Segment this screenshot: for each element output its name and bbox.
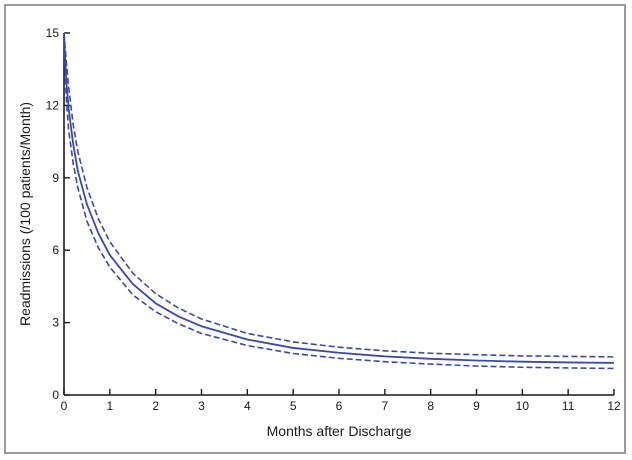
series-line-ci-1 bbox=[63, 32, 615, 358]
x-axis-title: Months after Discharge bbox=[267, 423, 412, 439]
y-ticks: 0 3 6 9 12 15 bbox=[46, 26, 70, 402]
x-tick-label: 10 bbox=[516, 399, 530, 413]
x-tick-label: 0 bbox=[61, 399, 68, 413]
series-layer bbox=[63, 32, 615, 370]
x-tick-label: 1 bbox=[106, 399, 113, 413]
series-line-ci-2 bbox=[63, 42, 615, 370]
x-tick-label: 3 bbox=[198, 399, 205, 413]
x-tick-label: 12 bbox=[607, 399, 621, 413]
series-line-estimate bbox=[63, 32, 615, 364]
y-tick-label: 0 bbox=[52, 388, 59, 402]
x-tick-label: 6 bbox=[336, 399, 343, 413]
y-tick-label: 6 bbox=[52, 243, 59, 257]
y-tick-label: 12 bbox=[46, 98, 60, 112]
x-tick-label: 7 bbox=[381, 399, 388, 413]
x-tick-label: 5 bbox=[290, 399, 297, 413]
y-tick-label: 3 bbox=[52, 316, 59, 330]
x-ticks: 0 1 2 3 4 5 6 7 8 9 10 11 12 bbox=[61, 389, 621, 413]
x-tick-label: 11 bbox=[562, 399, 575, 413]
x-tick-label: 9 bbox=[473, 399, 480, 413]
axes bbox=[63, 33, 614, 396]
chart-frame: 0 1 2 3 4 5 6 7 8 9 10 11 12 0 3 6 9 12 15 Months after D… bbox=[4, 4, 626, 454]
x-tick-label: 8 bbox=[427, 399, 434, 413]
y-axis-title: Readmissions (/100 patients/Month) bbox=[17, 102, 33, 326]
x-tick-label: 4 bbox=[244, 399, 251, 413]
x-tick-label: 2 bbox=[152, 399, 159, 413]
y-tick-label: 9 bbox=[52, 171, 59, 185]
y-tick-label: 15 bbox=[46, 26, 60, 40]
